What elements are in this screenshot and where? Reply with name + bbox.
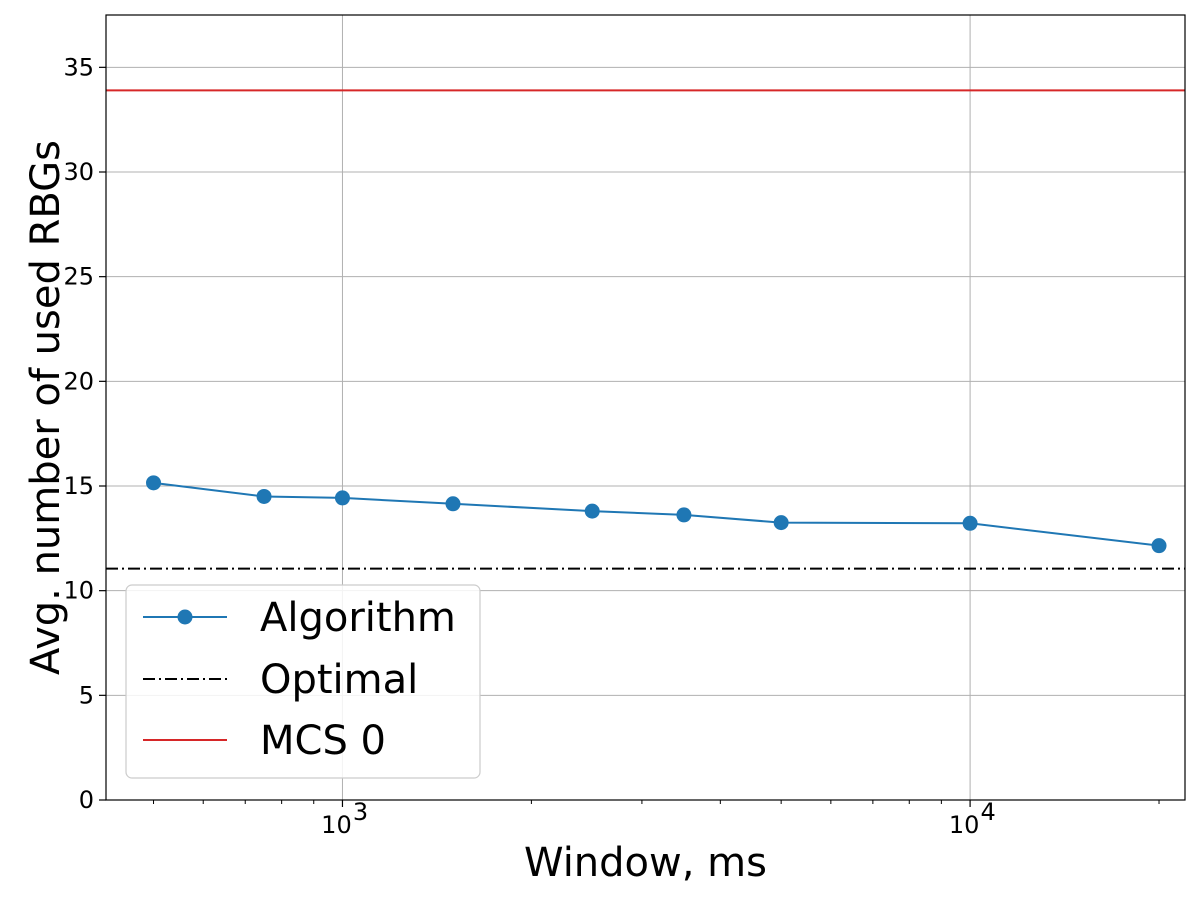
algorithm-point xyxy=(584,503,600,519)
x-tick-label: 10 xyxy=(321,811,352,839)
y-axis-label: Avg. number of used RBGs xyxy=(23,140,69,675)
algorithm-point xyxy=(334,490,350,506)
legend-label: Algorithm xyxy=(260,595,456,641)
minor-ticks xyxy=(153,800,1160,804)
x-tick-label: 10 xyxy=(949,811,980,839)
reference-lines xyxy=(106,89,1185,570)
series-algorithm xyxy=(146,475,1167,554)
y-tick-label: 20 xyxy=(63,367,94,395)
y-tick-label: 35 xyxy=(63,53,94,81)
y-tick-label: 5 xyxy=(79,681,94,709)
y-tick-label: 30 xyxy=(63,158,94,186)
algorithm-point xyxy=(445,496,461,512)
x-axis-ticks: 10 3 10 4 xyxy=(321,798,996,839)
algorithm-point xyxy=(962,515,978,531)
algorithm-point xyxy=(773,515,789,531)
algorithm-point xyxy=(676,507,692,523)
y-tick-label: 25 xyxy=(63,263,94,291)
legend-label: Optimal xyxy=(260,657,418,703)
x-axis-label: Window, ms xyxy=(524,840,767,886)
legend-label: MCS 0 xyxy=(260,718,386,764)
plot-frame xyxy=(105,14,1186,801)
y-tick-label: 15 xyxy=(63,472,94,500)
legend: Algorithm Optimal MCS 0 xyxy=(125,584,481,779)
y-tick-label: 0 xyxy=(79,786,94,814)
x-tick-label-exponent: 3 xyxy=(353,798,368,826)
algorithm-point xyxy=(146,475,162,491)
algorithm-point xyxy=(1151,538,1167,554)
y-axis-ticks: 0 5 10 15 20 25 30 35 xyxy=(63,53,106,814)
x-tick-label-exponent: 4 xyxy=(980,798,995,826)
legend-marker-algorithm xyxy=(177,609,193,625)
y-tick-label: 10 xyxy=(63,577,94,605)
algorithm-point xyxy=(256,488,272,504)
legend-box xyxy=(125,584,481,779)
